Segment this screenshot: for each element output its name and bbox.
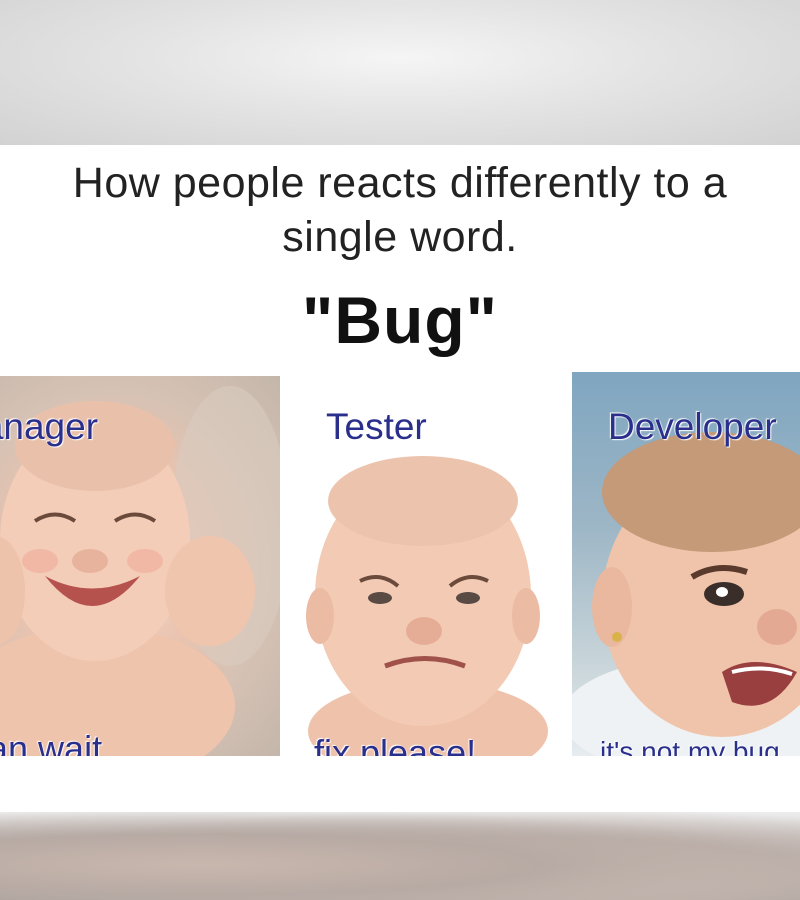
headline-line-1: How people reacts differently to a xyxy=(72,159,728,207)
headline: How people reacts differently to a singl… xyxy=(0,156,800,264)
caption-developer: it's not my bug xyxy=(600,736,780,756)
role-label-developer: Developer xyxy=(608,406,777,447)
blurred-bottom-border xyxy=(0,812,800,900)
blurred-top-border xyxy=(0,0,800,145)
panel-tester: Tester fix please! xyxy=(290,376,566,756)
laughing-baby-icon xyxy=(0,386,280,756)
panel-manager: Manager can wait xyxy=(0,376,280,756)
caption-manager: can wait xyxy=(0,728,103,756)
keyword-bug: "Bug" xyxy=(302,283,498,357)
panel-developer: Developer it's not my bug xyxy=(572,372,800,756)
role-label-tester: Tester xyxy=(326,406,427,447)
headline-line-2: single word. xyxy=(282,213,518,261)
caption-tester: fix please! xyxy=(314,732,477,756)
angry-baby-icon xyxy=(572,432,800,756)
role-label-manager: Manager xyxy=(0,406,99,447)
crying-baby-icon xyxy=(306,456,548,756)
